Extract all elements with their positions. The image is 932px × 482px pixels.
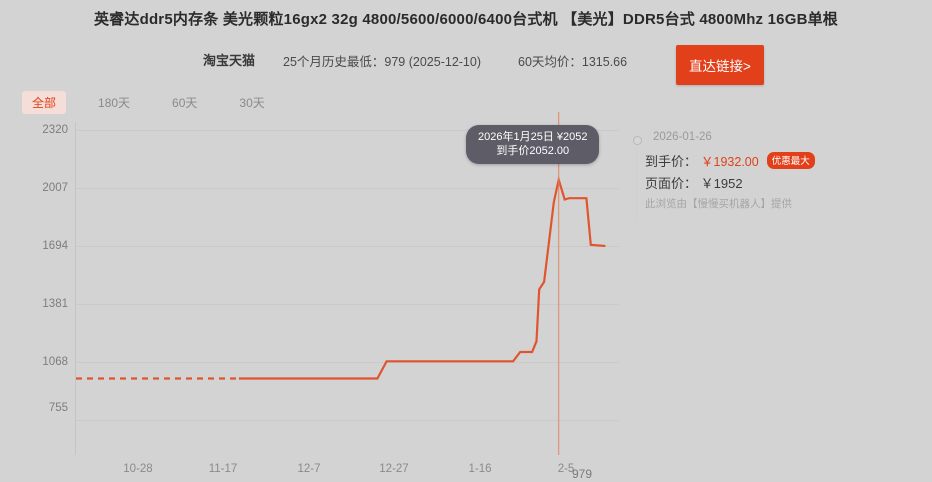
tooltip-line-2: 到手价2052.00 (496, 145, 570, 157)
page-price-label: 页面价： (645, 176, 698, 191)
y-tick-label: 2320 (42, 124, 68, 136)
gridline (76, 420, 619, 421)
x-tick-label: 12-27 (379, 463, 409, 475)
panel-date: 2026-01-26 (653, 131, 712, 143)
y-tick-label: 2007 (42, 182, 68, 194)
gridline (76, 130, 619, 131)
best-deal-badge: 优惠最大 (766, 152, 815, 169)
y-tick-label: 1068 (42, 356, 68, 368)
range-tab-30d[interactable]: 30天 (239, 96, 265, 110)
page-title: 英睿达ddr5内存条 美光颗粒16gx2 32g 4800/5600/6000/… (93, 11, 839, 28)
range-tab-180d[interactable]: 180天 (98, 96, 131, 110)
y-axis-line (75, 122, 76, 455)
x-tick-label: 1-16 (468, 463, 492, 475)
gridline (76, 188, 619, 189)
range-tab-bar: 全部 180天 60天 30天 (22, 91, 275, 114)
gridline (76, 246, 619, 247)
price-line-svg (76, 112, 619, 455)
tooltip-line-1: 2026年1月25日 ¥2052 (478, 131, 588, 143)
gridline (76, 304, 619, 305)
final-price-value: ￥1932.00 (701, 155, 759, 169)
shop-name: 淘宝天猫 (203, 53, 256, 68)
final-price-label: 到手价： (645, 154, 698, 169)
min-price-annotation: 979 (572, 467, 593, 481)
y-tick-label: 1381 (42, 298, 68, 310)
range-tab-60d[interactable]: 60天 (172, 96, 198, 110)
price-chart[interactable]: 2320 2007 1694 1381 1068 755 10-28 11-17… (0, 112, 932, 482)
page-price-value: ￥1952 (700, 176, 743, 191)
y-tick-label: 755 (48, 402, 68, 414)
direct-link-button[interactable]: 直达链接> (676, 45, 764, 85)
panel-source-note: 此浏览由【慢慢买机器人】提供 (645, 198, 792, 210)
gridline (76, 362, 619, 363)
history-low-text: 25个月历史最低：979 (2025-12-10) (283, 55, 481, 69)
panel-marker-dot-icon (633, 136, 642, 145)
x-tick-label: 12-7 (297, 463, 321, 475)
x-tick-label: 10-28 (123, 463, 153, 475)
final-price-row: 到手价： ￥1932.00 优惠最大 (645, 151, 815, 170)
y-tick-label: 1694 (42, 240, 68, 252)
average-price-text: 60天均价：1315.66 (518, 55, 628, 69)
chart-tooltip: 2026年1月25日 ¥2052 到手价2052.00 (466, 125, 600, 164)
x-tick-label: 11-17 (208, 463, 238, 475)
range-tab-all[interactable]: 全部 (22, 91, 67, 114)
panel-connector-line (636, 142, 637, 220)
x-tick-label: 2-5 (557, 463, 575, 475)
page-price-row: 页面价： ￥1952 (645, 173, 743, 192)
